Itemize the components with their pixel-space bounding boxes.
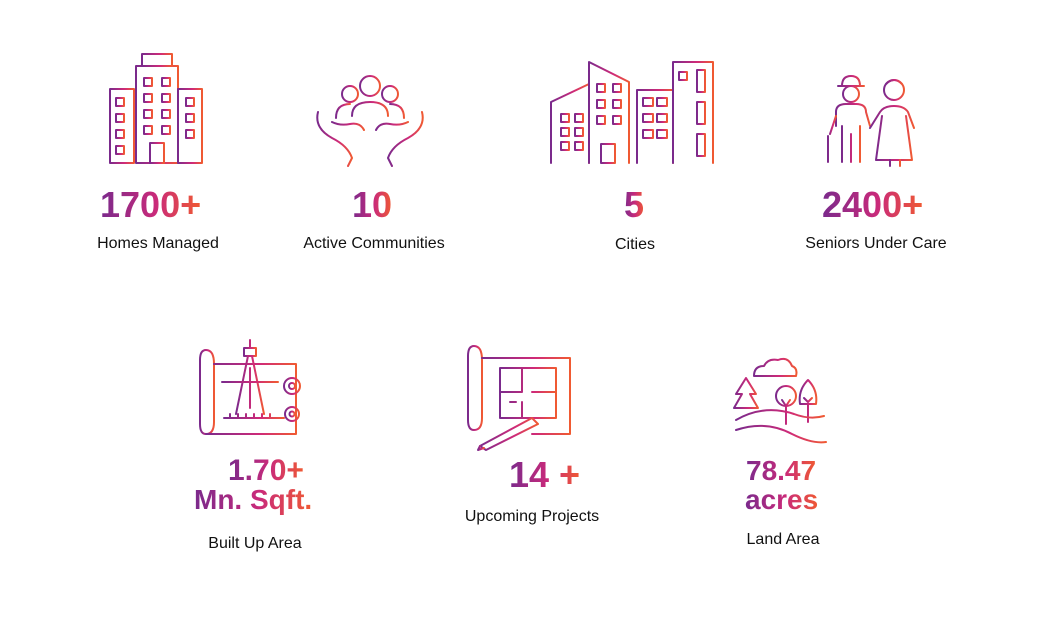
stat-label: Cities [614, 236, 655, 253]
stat-value-line1: 1.70+ [228, 454, 304, 487]
stat-value-line2: acres [745, 484, 819, 515]
apartment-building-icon [97, 53, 215, 164]
stat-value-line1: 78.47 [746, 455, 817, 486]
stat-label: Seniors Under Care [805, 235, 947, 252]
blueprint-compass-icon [199, 339, 301, 435]
senior-couple-icon [827, 75, 917, 167]
stat-value-line2: Mn. Sqft. [194, 484, 313, 515]
stat-label: Built Up Area [208, 535, 302, 552]
stat-value: 5 [624, 184, 645, 225]
stat-label: Land Area [746, 531, 820, 548]
stat-value: 2400+ [822, 184, 924, 225]
stat-value: 10 [352, 184, 393, 225]
city-buildings-icon [538, 61, 730, 164]
community-hands-icon [316, 75, 424, 167]
landscape-trees-icon [733, 357, 827, 444]
stat-label: Homes Managed [97, 235, 219, 252]
stat-label: Active Communities [303, 235, 445, 252]
floor-plan-icon [467, 345, 571, 451]
stat-label: Upcoming Projects [464, 508, 600, 525]
stat-value: 1700+ [100, 184, 202, 225]
stat-value: 14 + [509, 454, 581, 495]
